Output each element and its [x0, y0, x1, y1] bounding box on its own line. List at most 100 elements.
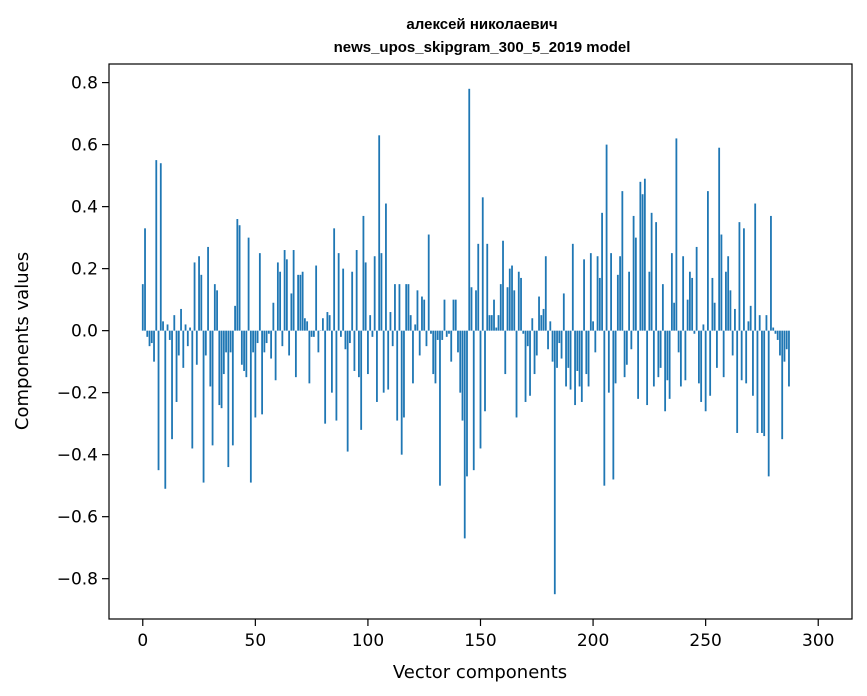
bar	[776, 330, 779, 340]
bar	[513, 290, 516, 331]
bar	[664, 330, 667, 412]
bar	[209, 330, 212, 387]
bar	[340, 330, 342, 337]
x-tick-label: 300	[802, 631, 834, 651]
bar	[141, 284, 144, 331]
x-tick-label: 250	[689, 631, 721, 651]
bar	[267, 330, 270, 334]
bar	[398, 284, 401, 331]
bar	[335, 330, 338, 421]
bar	[238, 225, 241, 331]
y-tick-label: 0.0	[71, 322, 98, 342]
y-tick-label: −0.2	[57, 384, 98, 404]
bar	[531, 318, 534, 331]
bar	[317, 330, 320, 353]
bar	[263, 330, 266, 353]
y-tick-label: −0.6	[57, 508, 98, 528]
bar	[409, 315, 412, 331]
bar	[306, 321, 309, 331]
bar	[292, 250, 295, 331]
bar	[704, 330, 707, 412]
bar	[646, 330, 649, 406]
bar	[301, 271, 304, 331]
y-tick-label: −0.4	[57, 446, 98, 466]
bar	[254, 330, 257, 418]
bar	[783, 330, 786, 362]
bar	[493, 299, 495, 331]
bar	[213, 284, 216, 331]
bar	[200, 274, 203, 331]
bar	[315, 265, 318, 331]
bar	[182, 330, 185, 368]
bar	[427, 234, 430, 331]
bar	[283, 250, 286, 331]
bar	[364, 262, 367, 331]
bar	[544, 256, 547, 331]
bar	[619, 256, 621, 331]
bar	[547, 330, 549, 350]
bar	[549, 321, 552, 331]
bar	[596, 256, 599, 331]
bar	[684, 330, 687, 381]
bar	[186, 330, 189, 347]
bar	[772, 327, 775, 331]
bar	[666, 330, 669, 381]
bar	[328, 315, 331, 331]
bar	[524, 330, 527, 402]
bar	[202, 330, 205, 483]
bar	[650, 212, 653, 331]
bar	[351, 271, 354, 331]
bar	[148, 330, 151, 347]
bar	[562, 293, 565, 331]
bar	[155, 160, 158, 331]
bar	[682, 256, 685, 331]
bar	[355, 250, 358, 331]
bar	[738, 222, 741, 331]
bar	[702, 324, 705, 331]
bar	[380, 253, 383, 331]
bar	[490, 315, 493, 331]
bar	[517, 271, 520, 331]
y-tick-label: −0.8	[57, 570, 98, 590]
bar	[457, 330, 459, 353]
bar	[207, 246, 209, 331]
bar	[700, 330, 703, 402]
bar	[445, 330, 448, 337]
bar	[578, 330, 581, 387]
bar	[349, 330, 351, 344]
bar	[533, 330, 536, 375]
bar	[461, 330, 464, 421]
x-tick-label: 0	[137, 631, 148, 651]
bar	[610, 253, 612, 331]
bar	[767, 330, 770, 477]
bar	[261, 330, 264, 415]
bar	[448, 330, 450, 334]
bar	[652, 330, 655, 387]
bar	[716, 330, 718, 368]
bar	[488, 315, 491, 331]
bar	[407, 284, 410, 331]
bar	[234, 305, 236, 331]
bar	[333, 228, 336, 331]
bar	[164, 330, 167, 489]
bar	[256, 330, 259, 344]
bar	[310, 330, 313, 337]
bar	[576, 330, 579, 371]
x-tick-label: 50	[245, 631, 267, 651]
x-tick-label: 200	[577, 631, 609, 651]
bar	[394, 284, 396, 331]
x-tick-label: 150	[464, 631, 496, 651]
bar	[421, 296, 423, 331]
bar	[222, 330, 225, 375]
bar	[686, 299, 689, 331]
bar	[159, 163, 162, 331]
bar	[382, 330, 385, 393]
bar	[439, 330, 441, 486]
bar	[553, 330, 556, 595]
bar	[639, 181, 642, 331]
bar	[346, 330, 349, 452]
bar	[285, 259, 288, 331]
bar	[265, 330, 268, 344]
bar	[752, 330, 754, 396]
